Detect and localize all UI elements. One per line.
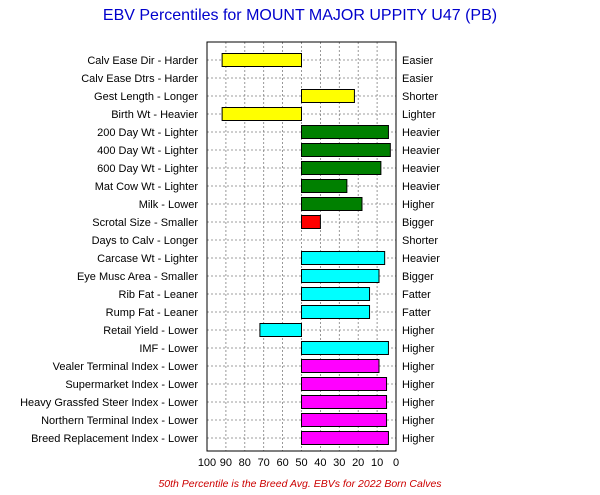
x-tick-label: 70: [258, 457, 270, 469]
bar: [221, 53, 302, 67]
row-label-left: Scrotal Size - Smaller: [92, 217, 198, 229]
row-label-right: Heavier: [402, 163, 440, 175]
row-label-right: Heavier: [402, 253, 440, 265]
row-label-left: Calv Ease Dtrs - Harder: [81, 73, 198, 85]
row-label-right: Fatter: [402, 289, 431, 301]
x-tick-label: 20: [352, 457, 364, 469]
bar: [259, 323, 303, 337]
x-tick-label: 0: [393, 457, 399, 469]
x-tick-label: 100: [198, 457, 216, 469]
row-label-right: Lighter: [402, 109, 436, 121]
chart-title: EBV Percentiles for MOUNT MAJOR UPPITY U…: [103, 7, 497, 24]
row-label-right: Higher: [402, 343, 435, 355]
x-axis-tick-labels: 100 90 80 70 60 50 40 30 20 10 0: [198, 457, 399, 469]
row-label-right: Higher: [402, 361, 435, 373]
x-tick-label: 10: [371, 457, 383, 469]
row-label-left: Heavy Grassfed Steer Index - Lower: [20, 397, 198, 409]
row-label-right: Higher: [402, 325, 435, 337]
row-label-left: Calv Ease Dir - Harder: [87, 55, 198, 67]
bar: [301, 287, 371, 301]
row-label-left: Mat Cow Wt - Lighter: [95, 181, 199, 193]
plot-frame: [206, 41, 397, 452]
chart-footnote: 50th Percentile is the Breed Avg. EBVs f…: [158, 478, 442, 490]
bar: [301, 395, 388, 409]
row-label-left: Rib Fat - Leaner: [119, 289, 199, 301]
bar: [301, 89, 355, 103]
x-tick-label: 60: [276, 457, 288, 469]
x-tick-label: 50: [295, 457, 307, 469]
row-label-right: Easier: [402, 73, 434, 85]
row-label-left: 400 Day Wt - Lighter: [97, 145, 198, 157]
row-label-left: Breed Replacement Index - Lower: [31, 433, 198, 445]
row-label-left: IMF - Lower: [139, 343, 198, 355]
bar: [301, 377, 388, 391]
bar: [301, 161, 382, 175]
row-label-left: Supermarket Index - Lower: [65, 379, 198, 391]
row-label-right: Higher: [402, 379, 435, 391]
row-label-left: Days to Calv - Longer: [92, 235, 199, 247]
row-label-right: Heavier: [402, 127, 440, 139]
row-label-right: Heavier: [402, 145, 440, 157]
row-label-left: Milk - Lower: [139, 199, 199, 211]
bars: [221, 53, 391, 445]
row-label-left: Northern Terminal Index - Lower: [41, 415, 198, 427]
row-label-left: Gest Length - Longer: [94, 91, 198, 103]
row-label-left: Rump Fat - Leaner: [106, 307, 199, 319]
bar: [301, 341, 389, 355]
x-tick-label: 80: [239, 457, 251, 469]
row-label-left: 200 Day Wt - Lighter: [97, 127, 198, 139]
bar: [301, 359, 380, 373]
bar: [301, 413, 388, 427]
row-label-left: Birth Wt - Heavier: [111, 109, 198, 121]
row-label-right: Higher: [402, 199, 435, 211]
bar: [301, 215, 321, 229]
x-tick-label: 90: [220, 457, 232, 469]
row-label-left: Vealer Terminal Index - Lower: [53, 361, 199, 373]
row-label-left: Carcase Wt - Lighter: [97, 253, 198, 265]
row-label-right: Shorter: [402, 235, 438, 247]
row-label-left: 600 Day Wt - Lighter: [97, 163, 198, 175]
x-tick-label: 30: [333, 457, 345, 469]
row-label-right: Higher: [402, 433, 435, 445]
row-label-right: Heavier: [402, 181, 440, 193]
bar: [301, 251, 386, 265]
bar: [301, 125, 389, 139]
bar: [301, 269, 380, 283]
row-label-left: Retail Yield - Lower: [103, 325, 198, 337]
row-label-right: Easier: [402, 55, 434, 67]
row-label-right: Bigger: [402, 217, 434, 229]
x-tick-label: 40: [314, 457, 326, 469]
row-label-right: Shorter: [402, 91, 438, 103]
bar: [301, 305, 371, 319]
row-label-right: Bigger: [402, 271, 434, 283]
left-labels: Calv Ease Dir - Harder Calv Ease Dtrs - H…: [20, 55, 198, 445]
row-label-left: Eye Musc Area - Smaller: [77, 271, 198, 283]
bar: [301, 179, 348, 193]
bar: [301, 197, 363, 211]
bar: [301, 431, 389, 445]
bar: [221, 107, 302, 121]
row-label-right: Fatter: [402, 307, 431, 319]
right-labels: Easier Easier Shorter Lighter Heavier Heavier…: [402, 55, 440, 445]
row-label-right: Higher: [402, 415, 435, 427]
row-label-right: Higher: [402, 397, 435, 409]
bar: [301, 143, 391, 157]
